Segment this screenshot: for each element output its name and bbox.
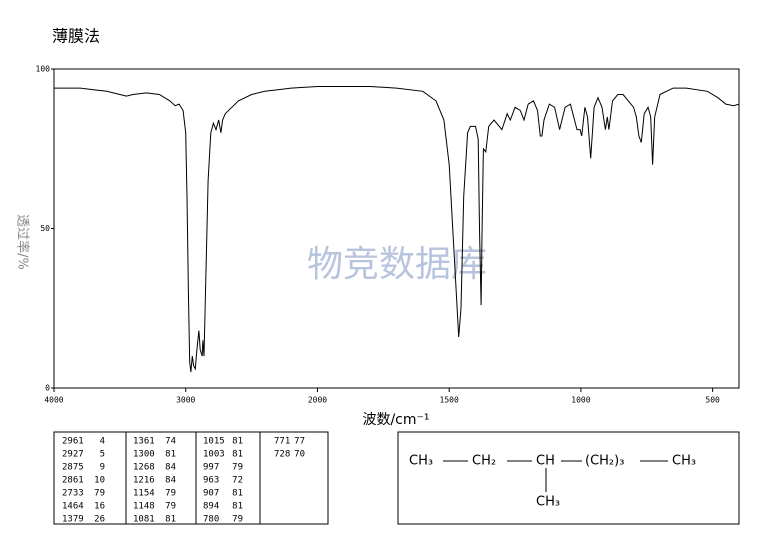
peak-wavenumber: 1003 bbox=[203, 450, 225, 460]
peak-transmittance: 81 bbox=[165, 450, 176, 460]
peak-transmittance: 5 bbox=[100, 450, 105, 460]
x-tick-label: 1000 bbox=[571, 396, 590, 405]
spectrum-line bbox=[54, 86, 740, 373]
peak-transmittance: 74 bbox=[165, 437, 176, 447]
peak-transmittance: 77 bbox=[294, 437, 305, 447]
peak-transmittance: 79 bbox=[165, 489, 176, 499]
peak-wavenumber: 1300 bbox=[133, 450, 155, 460]
y-axis-label: 透过率/% bbox=[15, 214, 31, 270]
peak-wavenumber: 1216 bbox=[133, 476, 155, 486]
structure-group: CH bbox=[536, 454, 555, 469]
peak-wavenumber: 2861 bbox=[62, 476, 84, 486]
peak-wavenumber: 907 bbox=[203, 489, 219, 499]
peak-wavenumber: 1015 bbox=[203, 437, 225, 447]
x-tick-label: 500 bbox=[705, 396, 720, 405]
structure-group: CH₂ bbox=[472, 454, 496, 469]
peak-wavenumber: 2927 bbox=[62, 450, 84, 460]
peak-transmittance: 10 bbox=[94, 476, 105, 486]
peak-wavenumber: 728 bbox=[274, 450, 290, 460]
x-axis-label: 波数/cm⁻¹ bbox=[362, 412, 429, 428]
peak-transmittance: 81 bbox=[232, 489, 243, 499]
structure-group: (CH₂)₃ bbox=[585, 454, 624, 469]
peak-wavenumber: 1361 bbox=[133, 437, 155, 447]
bonds bbox=[443, 460, 668, 492]
peak-transmittance: 84 bbox=[165, 463, 176, 473]
peak-wavenumber: 963 bbox=[203, 476, 219, 486]
peak-wavenumber: 771 bbox=[274, 437, 290, 447]
peak-wavenumber: 2875 bbox=[62, 463, 84, 473]
x-tick-label: 2000 bbox=[308, 396, 327, 405]
peak-wavenumber: 1268 bbox=[133, 463, 155, 473]
peak-table-box bbox=[53, 431, 329, 525]
peak-wavenumber: 1379 bbox=[62, 515, 84, 525]
peak-transmittance: 81 bbox=[232, 450, 243, 460]
peak-wavenumber: 2961 bbox=[62, 437, 84, 447]
peak-wavenumber: 1464 bbox=[62, 502, 84, 512]
peak-transmittance: 72 bbox=[232, 476, 243, 486]
peak-transmittance: 4 bbox=[100, 437, 105, 447]
peak-transmittance: 79 bbox=[165, 502, 176, 512]
x-tick-label: 4000 bbox=[44, 396, 63, 405]
watermark: 物竞数据库 bbox=[307, 244, 487, 285]
y-tick-label: 50 bbox=[40, 224, 50, 233]
peak-transmittance: 79 bbox=[94, 489, 105, 499]
peak-wavenumber: 2733 bbox=[62, 489, 84, 499]
peak-wavenumber: 894 bbox=[203, 502, 219, 512]
peak-transmittance: 81 bbox=[232, 437, 243, 447]
y-tick-label: 0 bbox=[45, 384, 50, 393]
title: 薄膜法 bbox=[52, 27, 100, 46]
structure-group: CH₃ bbox=[672, 454, 696, 469]
structure-branch: CH₃ bbox=[536, 495, 560, 510]
peak-wavenumber: 1081 bbox=[133, 515, 155, 525]
peak-transmittance: 79 bbox=[232, 515, 243, 525]
x-tick-label: 3000 bbox=[176, 396, 195, 405]
peak-transmittance: 81 bbox=[165, 515, 176, 525]
peak-transmittance: 84 bbox=[165, 476, 176, 486]
peak-wavenumber: 1148 bbox=[133, 502, 155, 512]
peak-wavenumber: 780 bbox=[203, 515, 219, 525]
structure-group: CH₃ bbox=[409, 454, 433, 469]
y-tick-label: 100 bbox=[36, 65, 51, 74]
peak-transmittance: 16 bbox=[94, 502, 105, 512]
peak-transmittance: 9 bbox=[100, 463, 105, 473]
peak-transmittance: 81 bbox=[232, 502, 243, 512]
peak-transmittance: 70 bbox=[294, 450, 305, 460]
structure-box bbox=[397, 431, 740, 525]
peak-wavenumber: 1154 bbox=[133, 489, 155, 499]
x-tick-label: 1500 bbox=[440, 396, 459, 405]
peak-transmittance: 26 bbox=[94, 515, 105, 525]
peak-wavenumber: 997 bbox=[203, 463, 219, 473]
peak-transmittance: 79 bbox=[232, 463, 243, 473]
